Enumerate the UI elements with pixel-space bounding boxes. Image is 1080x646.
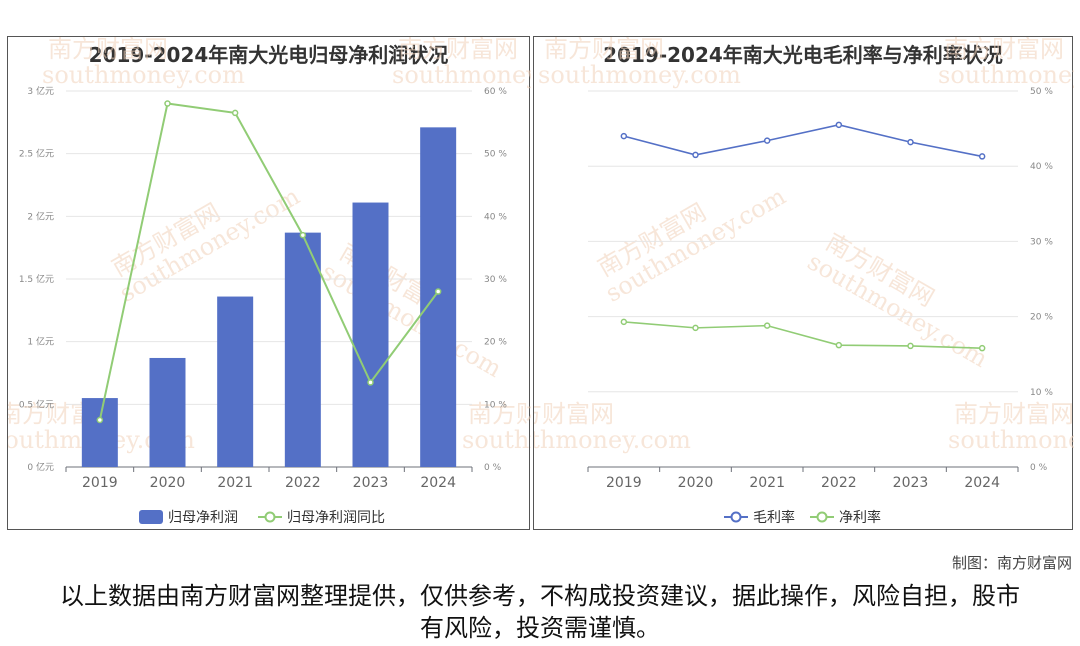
y-right-tick-label: 50 % bbox=[1030, 87, 1053, 97]
point-net-profit-yoy bbox=[231, 109, 239, 117]
y-left-tick-label: 2 亿元 bbox=[27, 210, 54, 222]
point-net-profit-yoy bbox=[299, 231, 307, 239]
x-tick-label: 2021 bbox=[749, 475, 785, 491]
watermark-domain: southmoney.com bbox=[948, 426, 1074, 454]
y-right-tick-label: 20 % bbox=[484, 338, 507, 348]
chart-title: 2019-2024年南大光电归母净利润状况 bbox=[88, 43, 449, 67]
x-tick-label: 2022 bbox=[285, 475, 321, 491]
point-gross-margin bbox=[978, 153, 986, 160]
legend-label: 毛利率 bbox=[753, 509, 795, 526]
legend-label: 归母净利润 bbox=[168, 509, 238, 526]
point-net-profit-yoy bbox=[164, 100, 171, 107]
legend-label: 归母净利润同比 bbox=[287, 509, 385, 526]
legend-label: 净利率 bbox=[839, 509, 881, 526]
y-right-tick-label: 40 % bbox=[1030, 162, 1053, 172]
y-right-tick-label: 10 % bbox=[1030, 388, 1053, 398]
point-net-profit-yoy bbox=[96, 416, 104, 424]
y-right-tick-label: 10 % bbox=[484, 400, 507, 410]
bar-net-profit bbox=[149, 357, 186, 467]
point-gross-margin bbox=[692, 151, 699, 159]
legend-swatch-marker bbox=[816, 511, 828, 523]
net-profit-chart: 南方财富网southmoney.com南方财富网southmoney.com南方… bbox=[8, 37, 531, 526]
y-left-tick-label: 1.5 亿元 bbox=[19, 273, 54, 285]
margin-chart: 南方财富网southmoney.com南方财富网southmoney.com南方… bbox=[534, 37, 1074, 526]
bar-net-profit bbox=[284, 232, 321, 467]
bar-net-profit bbox=[352, 202, 389, 467]
x-tick-label: 2022 bbox=[821, 475, 857, 491]
x-tick-label: 2020 bbox=[678, 475, 714, 491]
point-gross-margin bbox=[835, 121, 843, 129]
watermark-brand: 南方财富网 bbox=[534, 400, 614, 428]
point-net-profit-yoy bbox=[434, 288, 442, 295]
x-tick-label: 2019 bbox=[82, 475, 118, 491]
x-tick-label: 2023 bbox=[893, 475, 929, 491]
chart-panel-margins: 2019-2024年南大光电毛利率与净利率状况 南方财富网 southmoney.… bbox=[533, 36, 1074, 530]
y-right-tick-label: 0 % bbox=[484, 463, 502, 473]
watermark-domain: southmoney.com bbox=[42, 61, 245, 89]
watermark-brand: 南方财富网 bbox=[944, 37, 1064, 63]
y-right-tick-label: 20 % bbox=[1030, 313, 1053, 323]
legend-swatch-marker bbox=[264, 511, 276, 523]
point-net-margin bbox=[835, 341, 843, 349]
y-left-tick-label: 0.5 亿元 bbox=[19, 398, 54, 410]
legend-swatch-bar bbox=[139, 510, 163, 524]
y-left-tick-label: 3 亿元 bbox=[27, 85, 54, 97]
point-net-profit-yoy bbox=[367, 379, 374, 386]
point-gross-margin bbox=[620, 132, 628, 140]
point-net-margin bbox=[907, 342, 914, 350]
x-tick-label: 2024 bbox=[420, 475, 456, 491]
bar-net-profit bbox=[420, 127, 457, 467]
disclaimer-text: 以上数据由南方财富网整理提供，仅供参考，不构成投资建议，据此操作，风险自担，股市… bbox=[60, 582, 1020, 642]
y-right-tick-label: 60 % bbox=[484, 87, 507, 97]
chart-panel-net-profit: 2019-2024年南大光电归母净利润状况 南方财富网 southmoney.co… bbox=[7, 36, 531, 530]
watermark-brand: 南方财富网 bbox=[48, 37, 168, 63]
y-right-tick-label: 50 % bbox=[484, 150, 507, 160]
chart-credit: 制图：南方财富网 bbox=[951, 554, 1072, 572]
y-left-tick-label: 1 亿元 bbox=[27, 336, 54, 348]
bar-net-profit bbox=[217, 296, 254, 467]
point-net-margin bbox=[620, 318, 628, 326]
point-net-margin bbox=[763, 322, 771, 329]
y-right-tick-label: 30 % bbox=[1030, 237, 1053, 247]
y-left-tick-label: 0 亿元 bbox=[27, 461, 54, 473]
watermark-brand: 南方财富网 bbox=[954, 400, 1074, 428]
watermark-brand: 南方财富网 bbox=[398, 37, 518, 63]
x-tick-label: 2023 bbox=[353, 475, 389, 491]
watermark-domain: southmoney.com bbox=[538, 61, 741, 89]
y-left-tick-label: 2.5 亿元 bbox=[19, 148, 54, 160]
bar-net-profit bbox=[81, 398, 118, 467]
legend-swatch-marker bbox=[730, 511, 742, 523]
watermark-domain: southmoney.com bbox=[462, 426, 531, 454]
chart-title: 2019-2024年南大光电毛利率与净利率状况 bbox=[603, 43, 1003, 67]
y-right-tick-label: 0 % bbox=[1030, 463, 1048, 473]
watermark-domain: southmoney.com bbox=[534, 426, 691, 454]
watermark-domain: southmoney.com bbox=[392, 61, 531, 89]
x-tick-label: 2020 bbox=[150, 475, 186, 491]
x-tick-label: 2021 bbox=[217, 475, 253, 491]
point-gross-margin bbox=[763, 137, 771, 144]
point-net-margin bbox=[978, 344, 986, 352]
watermark-brand: 南方财富网 bbox=[544, 37, 664, 63]
watermark-domain: southmoney.com bbox=[938, 61, 1074, 89]
x-tick-label: 2019 bbox=[606, 475, 642, 491]
point-gross-margin bbox=[907, 138, 914, 146]
line-net-margin bbox=[623, 321, 983, 349]
watermark-brand: 南方财富网 bbox=[468, 400, 531, 428]
y-right-tick-label: 30 % bbox=[484, 275, 507, 285]
line-gross-margin bbox=[623, 124, 983, 158]
y-right-tick-label: 40 % bbox=[484, 212, 507, 222]
line-net-profit-yoy bbox=[98, 102, 439, 421]
point-net-margin bbox=[692, 324, 699, 332]
x-tick-label: 2024 bbox=[964, 475, 1000, 491]
